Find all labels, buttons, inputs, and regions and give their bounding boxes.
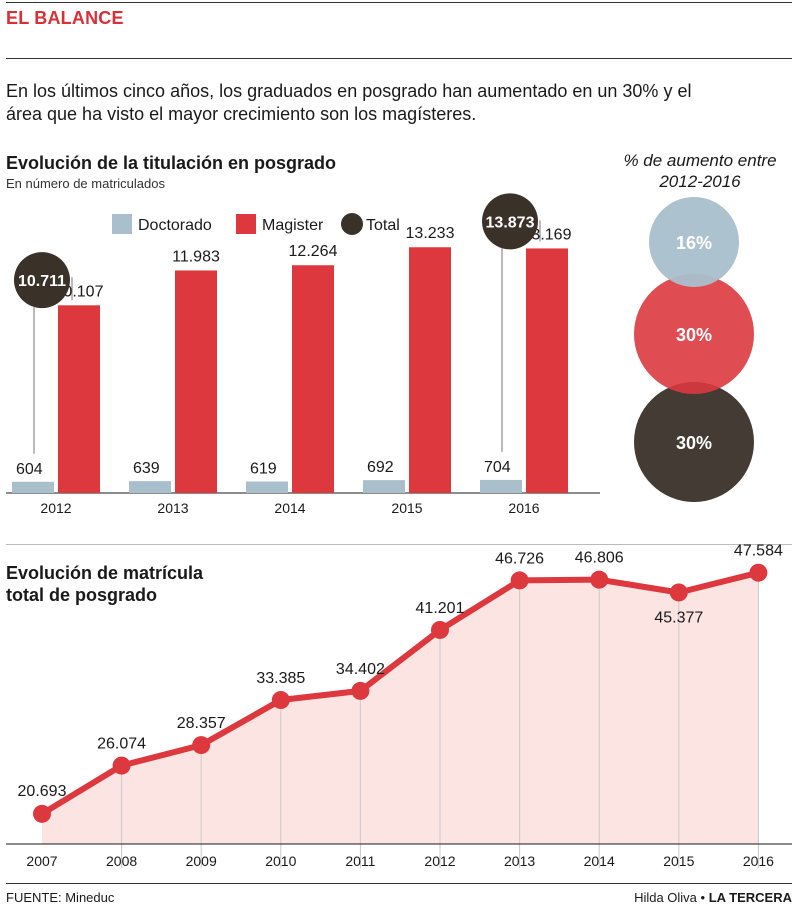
header-rule <box>6 58 792 59</box>
bar-magister <box>175 270 217 493</box>
section-label: EL BALANCE <box>6 8 124 28</box>
bar-magister <box>409 247 451 493</box>
line-chart-title-text: Evolución de matrícula total de posgrado <box>6 563 204 605</box>
pct-bubble-label: 16% <box>676 233 712 253</box>
legend-label-0: Doctorado <box>138 217 212 234</box>
data-point <box>33 804 51 823</box>
data-label: 33.385 <box>256 670 305 687</box>
legend-swatch-0 <box>112 214 132 234</box>
x-tick-label: 2013 <box>157 500 188 516</box>
bar-chart: Doctorado Magister Total60410.107201210.71… <box>6 193 600 516</box>
data-label: 46.726 <box>495 550 544 567</box>
credit-separator: • <box>696 890 709 905</box>
bar-doctorado <box>129 481 171 493</box>
data-label: 20.693 <box>18 783 67 800</box>
bar-magister <box>526 248 568 493</box>
x-tick-label: 2015 <box>663 853 694 869</box>
x-tick-label: 2013 <box>504 853 535 869</box>
data-label: 28.357 <box>177 715 226 732</box>
pct-title: % de aumento entre 2012-2016 <box>623 151 777 191</box>
bar-label-doctorado: 692 <box>367 459 394 476</box>
credit-publication: LA TERCERA <box>708 890 792 905</box>
legend-swatch-1 <box>236 214 256 234</box>
bar-label-magister: 12.264 <box>289 243 338 260</box>
data-label: 41.201 <box>416 600 465 617</box>
pct-bubble-chart: 16% 30% 30% <box>634 197 754 502</box>
series-line <box>39 569 762 817</box>
data-label: 34.402 <box>336 661 385 678</box>
x-tick-label: 2008 <box>106 853 137 869</box>
x-tick-label: 2012 <box>424 853 455 869</box>
bar-magister <box>292 265 334 493</box>
bar-doctorado <box>246 481 288 493</box>
bar-magister <box>58 305 100 493</box>
intro-text: En los últimos cinco años, los graduados… <box>6 81 692 124</box>
pct-bubble-label: 30% <box>676 325 712 345</box>
pct-bubble-magister <box>634 274 754 394</box>
data-point <box>510 571 529 590</box>
credit-author: Hilda Oliva <box>634 890 697 905</box>
legend-label-2: Total <box>366 217 400 234</box>
data-point <box>192 736 211 755</box>
section-divider <box>6 544 792 545</box>
area-fill <box>42 572 759 844</box>
data-point <box>749 563 768 582</box>
top-rule <box>6 2 792 3</box>
x-tick-label: 2016 <box>508 500 539 516</box>
pct-bubble-total <box>634 382 754 502</box>
line-chart: 20.693 2007 26.074 2008 28.357 2009 33.385 2010… <box>6 543 792 869</box>
total-bubble <box>14 252 70 309</box>
x-tick-label: 2009 <box>186 853 217 869</box>
x-tick-label: 2015 <box>391 500 422 516</box>
data-point <box>431 620 449 639</box>
data-label: 26.074 <box>97 736 146 753</box>
total-bubble <box>482 193 538 250</box>
bar-label-doctorado: 639 <box>133 460 160 477</box>
legend-swatch-2 <box>341 213 363 235</box>
data-label: 45.377 <box>654 609 703 626</box>
bar-chart-title: Evolución de la titulación en posgrado <box>6 153 337 173</box>
data-point <box>271 691 290 710</box>
x-tick-label: 2011 <box>345 853 375 869</box>
x-tick-label: 2014 <box>584 853 615 869</box>
data-label: 46.806 <box>575 550 624 567</box>
data-label: 47.584 <box>734 543 783 560</box>
legend-label-1: Magister <box>262 217 324 234</box>
data-point <box>669 583 688 602</box>
x-tick-label: 2010 <box>265 853 296 869</box>
line-chart-title: Evolución de matrícula total de posgrado <box>6 562 206 606</box>
pct-bubble-doctorado <box>649 197 739 287</box>
bar-doctorado <box>480 479 522 493</box>
source-note: FUENTE: Mineduc <box>6 890 115 905</box>
total-label: 10.711 <box>18 273 66 290</box>
x-tick-label: 2007 <box>26 853 57 869</box>
bar-label-magister: 13.233 <box>406 225 455 242</box>
bar-doctorado <box>363 480 405 493</box>
data-point <box>112 756 131 775</box>
total-label: 13.873 <box>486 214 535 231</box>
data-point <box>590 570 609 589</box>
bar-doctorado <box>12 481 54 493</box>
bar-label-magister: 11.983 <box>172 248 220 265</box>
x-tick-label: 2014 <box>274 500 305 516</box>
x-tick-label: 2012 <box>40 500 71 516</box>
x-tick-label: 2016 <box>743 853 774 869</box>
data-point <box>351 681 370 700</box>
bar-label-doctorado: 619 <box>250 461 277 478</box>
bar-label-doctorado: 704 <box>484 459 511 476</box>
bar-chart-subtitle: En número de matriculados <box>6 176 165 191</box>
footer-rule <box>6 883 792 884</box>
credit: Hilda Oliva • LA TERCERA <box>634 890 792 905</box>
bar-label-doctorado: 604 <box>16 461 43 478</box>
pct-bubble-label: 30% <box>676 433 712 453</box>
